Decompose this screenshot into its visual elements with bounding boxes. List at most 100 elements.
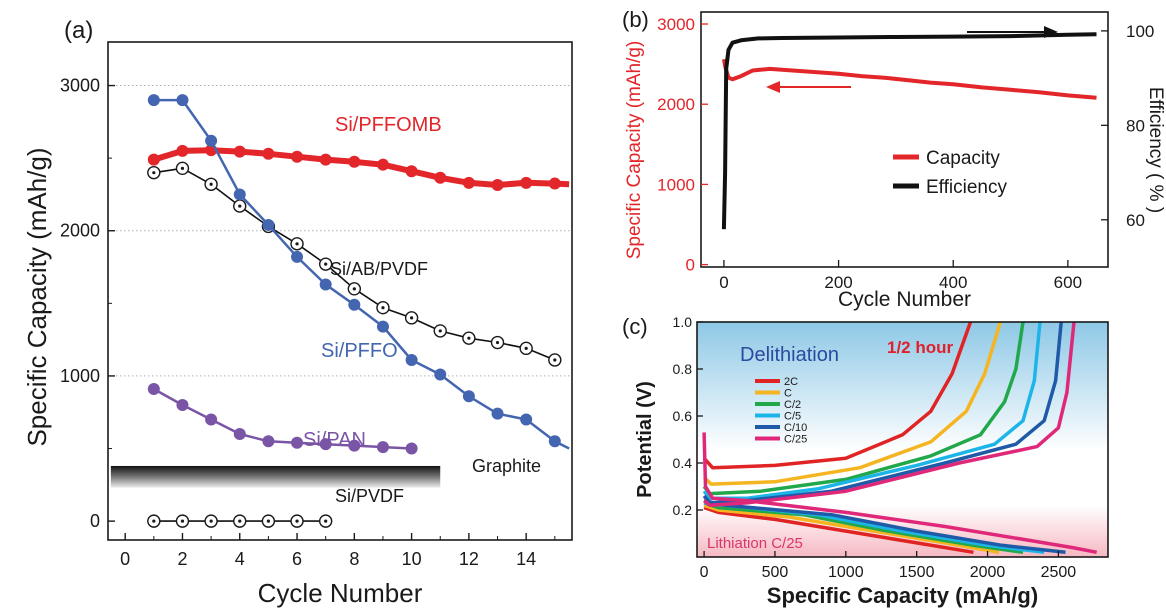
data-point bbox=[291, 250, 304, 263]
plot-frame bbox=[700, 11, 1109, 268]
data-point bbox=[548, 435, 561, 448]
data-point bbox=[348, 298, 361, 311]
data-point-dot bbox=[553, 358, 557, 362]
delithiation-curve bbox=[702, 321, 1025, 496]
y-tick-label: 1.0 bbox=[673, 314, 693, 330]
data-point-dot bbox=[410, 316, 414, 320]
y-tick-label: 0.2 bbox=[673, 502, 693, 518]
legend-label: C/2 bbox=[784, 399, 801, 411]
x-tick-label: 12 bbox=[459, 549, 479, 569]
x-tick-label: 10 bbox=[402, 549, 422, 569]
lithiation-label: Lithiation C/25 bbox=[707, 535, 803, 552]
data-point bbox=[462, 390, 475, 403]
delithiation-curve bbox=[702, 321, 973, 470]
legend-label: C/5 bbox=[784, 411, 801, 423]
lithiation-curve bbox=[703, 501, 1024, 555]
x-tick-label: 1500 bbox=[899, 564, 935, 581]
data-point-dot bbox=[152, 519, 156, 523]
data-point-dot bbox=[381, 306, 385, 310]
data-point bbox=[376, 158, 389, 171]
data-point bbox=[520, 176, 533, 189]
series-line bbox=[153, 387, 412, 450]
x-axis-title: Specific Capacity (mAh/g) bbox=[767, 583, 1038, 608]
data-point-dot bbox=[295, 242, 299, 246]
data-point bbox=[319, 438, 332, 451]
y-tick-label: 3000 bbox=[657, 15, 695, 34]
delithiation-title: Delithiation bbox=[740, 344, 839, 366]
x-tick-label: 4 bbox=[235, 549, 245, 569]
y-tick-label: 0.6 bbox=[673, 408, 693, 424]
data-point bbox=[205, 134, 218, 147]
data-point bbox=[376, 320, 389, 333]
x-tick-label: 0 bbox=[700, 564, 709, 581]
legend-label: C bbox=[784, 388, 792, 400]
data-point-dot bbox=[524, 346, 528, 350]
data-point bbox=[262, 218, 275, 231]
data-point-dot bbox=[238, 519, 242, 523]
data-point bbox=[319, 278, 332, 291]
series-line bbox=[152, 147, 570, 188]
data-point bbox=[233, 145, 246, 158]
x-tick-label: 14 bbox=[516, 549, 536, 569]
data-point bbox=[205, 413, 218, 426]
data-point bbox=[233, 428, 246, 441]
y-tick-label: 0.8 bbox=[673, 361, 693, 377]
lithiation-curve bbox=[703, 505, 974, 555]
data-point-dot bbox=[238, 204, 242, 208]
plot-frame bbox=[696, 321, 1109, 558]
series-label: Si/PFFO bbox=[321, 340, 398, 362]
y2-tick-label: 80 bbox=[1126, 116, 1145, 135]
x-tick-label: 2000 bbox=[970, 564, 1006, 581]
data-point-dot bbox=[324, 519, 328, 523]
y-axis-title: Potential (V) bbox=[634, 381, 656, 498]
x-tick-label: 600 bbox=[1054, 273, 1082, 292]
data-point bbox=[405, 442, 418, 455]
data-point bbox=[376, 441, 389, 454]
data-point bbox=[319, 153, 332, 166]
data-point-dot bbox=[266, 519, 270, 523]
panel-a: 0 2 4 6 8 10 12 14 0 1000 2000 3000 Cycle Number Spec… bbox=[22, 17, 573, 608]
series-label: Si/PAN bbox=[303, 429, 366, 451]
data-point bbox=[434, 368, 447, 381]
delithiation-curve bbox=[702, 321, 1063, 505]
data-point bbox=[462, 176, 475, 189]
x-tick-label: 0 bbox=[719, 273, 728, 292]
y2-axis-title: Efficiency ( % ) bbox=[1145, 87, 1166, 213]
lithiation-curve bbox=[702, 432, 1098, 555]
data-point bbox=[291, 150, 304, 163]
graphite-label: Graphite bbox=[472, 456, 541, 476]
x-tick-label: 8 bbox=[349, 549, 359, 569]
panel-label: (b) bbox=[622, 7, 649, 32]
y2-tick-label: 60 bbox=[1126, 211, 1145, 230]
series-label: Si/PFFOMB bbox=[335, 114, 442, 136]
series-label: Si/PVDF bbox=[335, 486, 404, 506]
series-line-efficiency bbox=[721, 32, 1097, 230]
legend-label: C/10 bbox=[784, 422, 807, 434]
y-axis-title: Specific Capacity (mAh/g) bbox=[624, 41, 645, 260]
legend-label: C/25 bbox=[784, 434, 807, 446]
x-tick-label: 2500 bbox=[1041, 564, 1077, 581]
data-point bbox=[147, 153, 160, 166]
data-point bbox=[262, 147, 275, 160]
data-point bbox=[233, 188, 246, 201]
data-point bbox=[434, 171, 447, 184]
data-point-dot bbox=[467, 336, 471, 340]
series-line-capacity bbox=[721, 58, 1097, 100]
y-tick-label: 0 bbox=[686, 256, 695, 275]
x-tick-label: 6 bbox=[292, 549, 302, 569]
data-point-dot bbox=[324, 262, 328, 266]
data-point bbox=[291, 436, 304, 449]
panel-label: (a) bbox=[64, 17, 93, 44]
data-point bbox=[548, 177, 561, 190]
panel-b: 0 200 400 600 0 1000 2000 3000 60 80 100 Cycle Numb… bbox=[622, 7, 1166, 311]
data-point-dot bbox=[495, 340, 500, 345]
data-point-dot bbox=[352, 287, 356, 291]
x-axis-title: Cycle Number bbox=[838, 288, 971, 311]
data-point bbox=[176, 398, 189, 411]
data-point bbox=[262, 435, 275, 448]
y-tick-label: 0 bbox=[90, 511, 100, 531]
x-axis-title: Cycle Number bbox=[258, 578, 423, 608]
data-point bbox=[405, 165, 418, 178]
panel-c: 0 500 1000 1500 2000 2500 0.2 0.4 0.6 0.8 1.0 Speci… bbox=[622, 314, 1109, 608]
